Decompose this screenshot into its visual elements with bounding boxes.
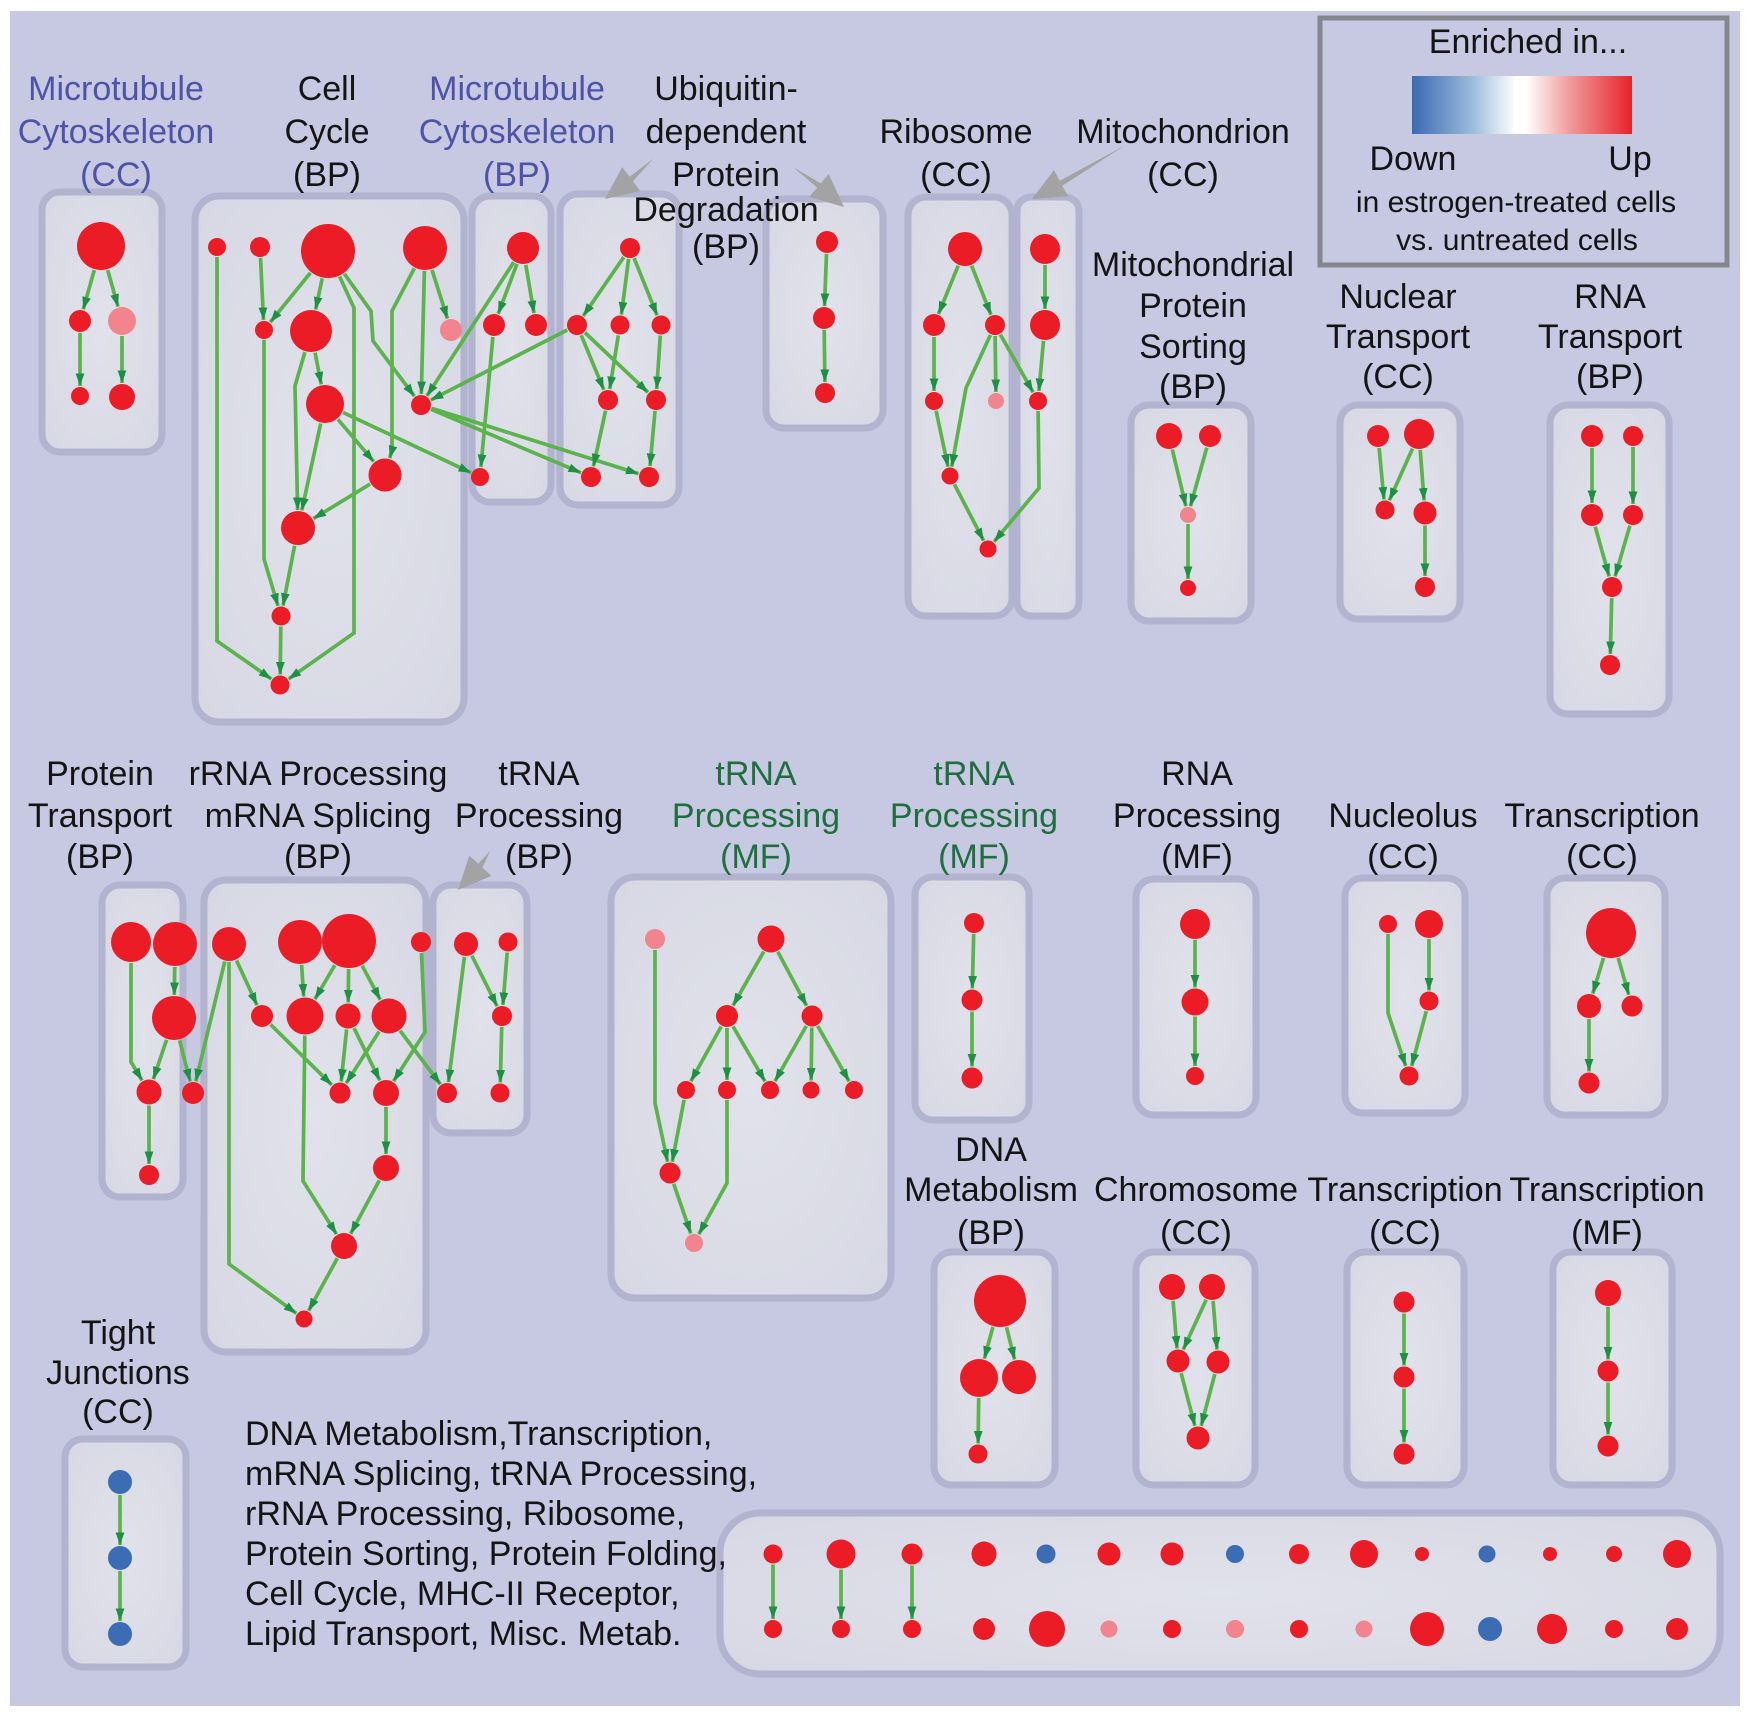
svg-text:(BP): (BP) [505, 838, 573, 876]
svg-text:Cytoskeleton: Cytoskeleton [18, 113, 215, 151]
svg-text:(CC): (CC) [80, 156, 152, 194]
svg-text:Microtubule: Microtubule [28, 70, 204, 108]
svg-text:Ubiquitin-: Ubiquitin- [654, 70, 798, 108]
svg-text:Down: Down [1370, 140, 1457, 178]
svg-text:(BP): (BP) [1159, 368, 1227, 406]
svg-text:RNA: RNA [1161, 755, 1233, 793]
svg-text:Processing: Processing [455, 797, 623, 835]
svg-text:Processing: Processing [890, 797, 1058, 835]
svg-text:Transcription: Transcription [1504, 797, 1699, 835]
svg-text:(CC): (CC) [920, 156, 992, 194]
svg-text:(MF): (MF) [1161, 838, 1233, 876]
svg-text:Degradation: Degradation [633, 191, 818, 229]
svg-text:(CC): (CC) [1147, 156, 1219, 194]
svg-text:tRNA: tRNA [498, 755, 580, 793]
svg-text:Protein: Protein [1139, 287, 1247, 325]
svg-text:(BP): (BP) [692, 228, 760, 266]
svg-text:Enriched in...: Enriched in... [1429, 23, 1627, 61]
svg-text:RNA: RNA [1574, 278, 1646, 316]
svg-text:(CC): (CC) [1566, 838, 1638, 876]
svg-text:Sorting: Sorting [1139, 328, 1247, 366]
svg-text:tRNA: tRNA [715, 755, 797, 793]
svg-text:mRNA Splicing: mRNA Splicing [205, 797, 432, 835]
svg-text:Tight: Tight [81, 1314, 156, 1352]
svg-text:Protein Sorting, Protein Foldi: Protein Sorting, Protein Folding, [245, 1535, 727, 1573]
svg-text:Junctions: Junctions [46, 1354, 190, 1392]
svg-text:(MF): (MF) [938, 838, 1010, 876]
svg-text:Protein: Protein [672, 156, 780, 194]
svg-text:(CC): (CC) [1369, 1214, 1441, 1252]
svg-text:Up: Up [1608, 140, 1651, 178]
svg-text:Processing: Processing [1113, 797, 1281, 835]
svg-text:dependent: dependent [646, 113, 807, 151]
svg-text:DNA: DNA [955, 1131, 1027, 1169]
svg-text:Metabolism: Metabolism [904, 1171, 1078, 1209]
svg-text:Processing: Processing [672, 797, 840, 835]
svg-text:Transcription: Transcription [1307, 1171, 1502, 1209]
svg-text:Lipid Transport, Misc. Metab.: Lipid Transport, Misc. Metab. [245, 1615, 682, 1653]
svg-text:(BP): (BP) [957, 1214, 1025, 1252]
svg-text:mRNA Splicing, tRNA Processing: mRNA Splicing, tRNA Processing, [245, 1455, 757, 1493]
svg-text:(CC): (CC) [82, 1393, 154, 1431]
svg-text:Nucleolus: Nucleolus [1328, 797, 1477, 835]
svg-text:Cytoskeleton: Cytoskeleton [419, 113, 616, 151]
svg-text:Mitochondrion: Mitochondrion [1076, 113, 1290, 151]
svg-text:(CC): (CC) [1367, 838, 1439, 876]
svg-text:(CC): (CC) [1362, 358, 1434, 396]
svg-text:(BP): (BP) [66, 838, 134, 876]
svg-text:rRNA Processing: rRNA Processing [189, 755, 448, 793]
svg-text:(BP): (BP) [1576, 358, 1644, 396]
svg-text:DNA Metabolism,Transcription,: DNA Metabolism,Transcription, [245, 1415, 712, 1453]
svg-text:Cell: Cell [298, 70, 357, 108]
svg-text:(MF): (MF) [720, 838, 792, 876]
svg-text:rRNA Processing, Ribosome,: rRNA Processing, Ribosome, [245, 1495, 685, 1533]
svg-text:(BP): (BP) [284, 838, 352, 876]
svg-text:Ribosome: Ribosome [879, 113, 1032, 151]
svg-text:Cycle: Cycle [284, 113, 369, 151]
svg-text:(CC): (CC) [1160, 1214, 1232, 1252]
svg-text:tRNA: tRNA [933, 755, 1015, 793]
svg-text:Nuclear: Nuclear [1339, 278, 1456, 316]
svg-text:Transport: Transport [1326, 318, 1471, 356]
svg-text:vs. untreated cells: vs. untreated cells [1396, 224, 1638, 257]
svg-text:Transport: Transport [1538, 318, 1683, 356]
svg-text:in estrogen-treated cells: in estrogen-treated cells [1356, 186, 1676, 219]
svg-text:Microtubule: Microtubule [429, 70, 605, 108]
svg-text:(BP): (BP) [483, 156, 551, 194]
svg-text:Transport: Transport [28, 797, 173, 835]
svg-text:Transcription: Transcription [1509, 1171, 1704, 1209]
svg-text:Mitochondrial: Mitochondrial [1092, 246, 1294, 284]
svg-text:(BP): (BP) [293, 156, 361, 194]
svg-text:Cell Cycle, MHC-II Receptor,: Cell Cycle, MHC-II Receptor, [245, 1575, 680, 1613]
svg-text:Protein: Protein [46, 755, 154, 793]
svg-text:Chromosome: Chromosome [1094, 1171, 1298, 1209]
svg-text:(MF): (MF) [1571, 1214, 1643, 1252]
